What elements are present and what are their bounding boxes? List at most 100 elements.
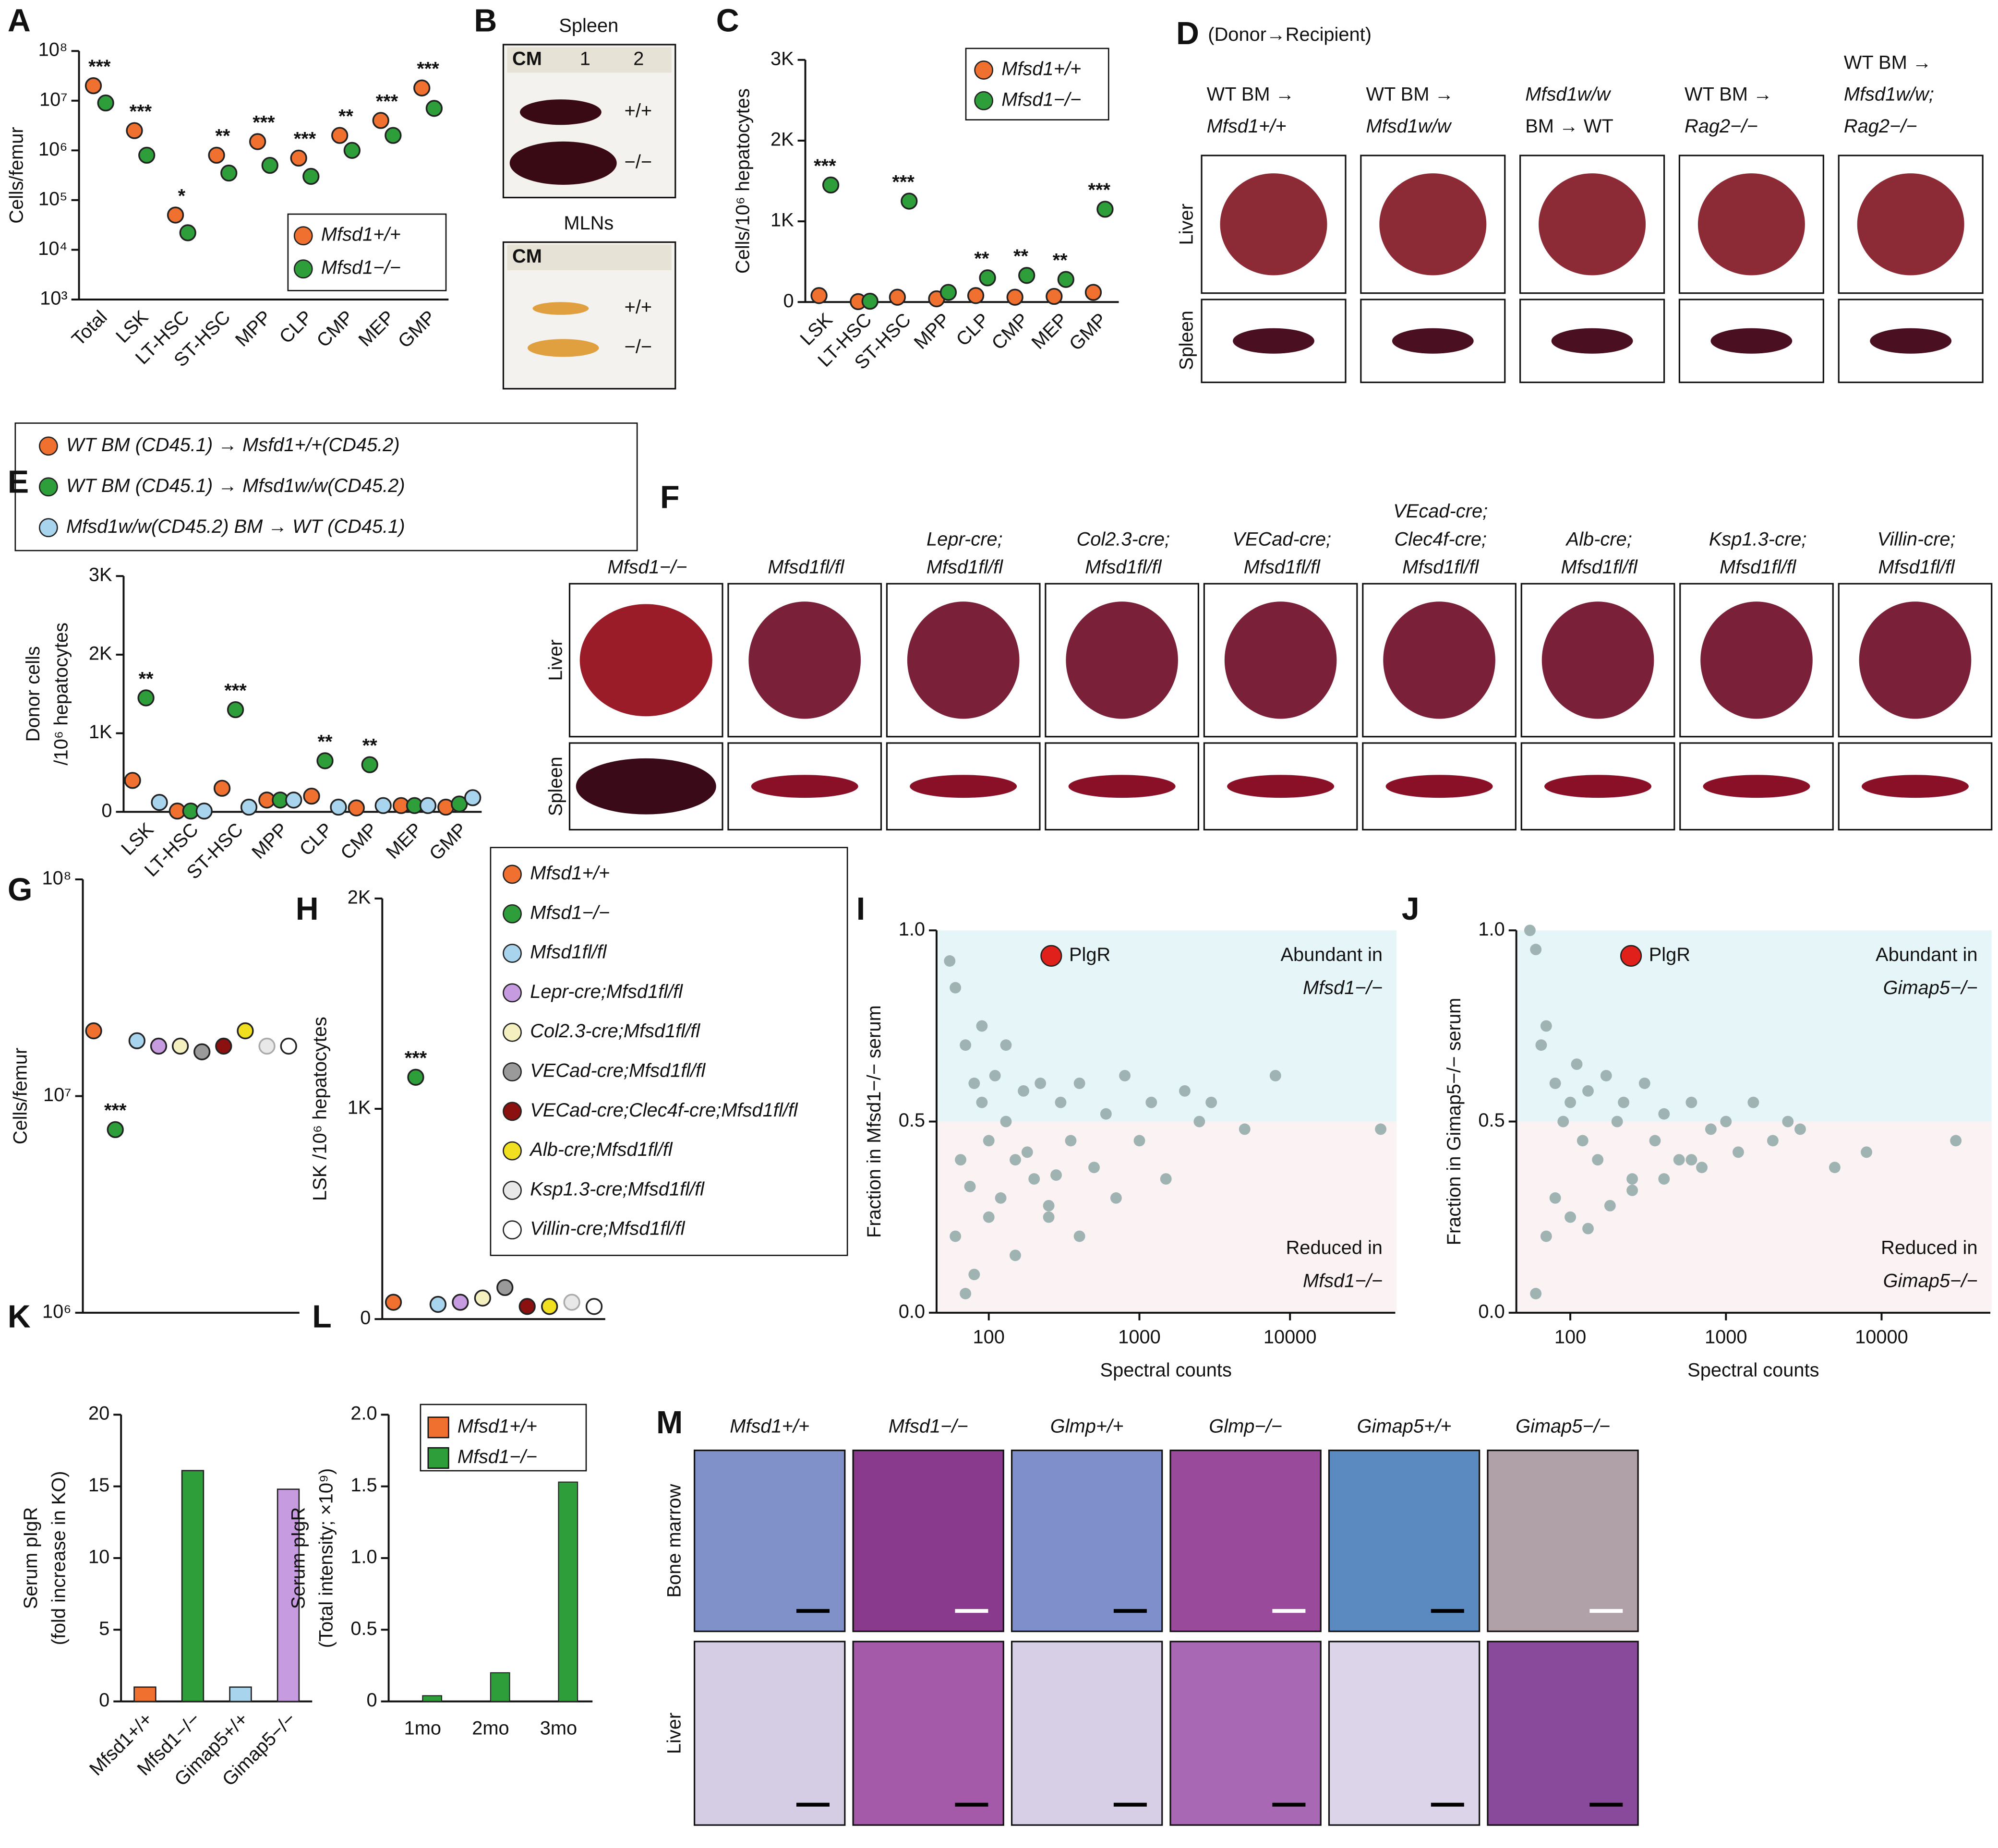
data-point — [215, 1037, 232, 1055]
panel-label: K — [8, 1299, 31, 1335]
significance: ** — [338, 106, 353, 127]
data-point — [240, 798, 258, 816]
legend-label: Ksp1.3-cre;Mfsd1fl/fl — [530, 1178, 705, 1200]
data-point — [1600, 1070, 1612, 1081]
x-tick-label: 10000 — [1264, 1326, 1317, 1347]
data-point — [1000, 1116, 1012, 1128]
organ — [1383, 601, 1495, 719]
x-tick-label: MEP — [1027, 309, 1071, 353]
organ — [1870, 328, 1952, 354]
data-point — [1649, 1135, 1661, 1147]
x-tick-label: CLP — [276, 307, 317, 348]
y-tick-label: 0.5 — [899, 1110, 925, 1131]
legend-marker — [38, 518, 58, 538]
heading: Spleen — [559, 15, 618, 36]
data-point — [195, 803, 213, 820]
data-point — [1861, 1146, 1872, 1158]
data-point — [280, 1037, 297, 1055]
column-label: Gimap5−/− — [1516, 1416, 1610, 1437]
data-point — [1239, 1123, 1251, 1135]
data-point — [1065, 1135, 1077, 1147]
data-point — [976, 1020, 988, 1032]
organ — [1859, 601, 1972, 719]
data-point — [983, 1135, 995, 1147]
column-label: WT BM → — [1366, 84, 1454, 105]
y-tick-label: 2K — [770, 129, 794, 150]
data-point — [1782, 1116, 1794, 1128]
x-tick-label: CMP — [337, 819, 382, 864]
data-point — [1565, 1096, 1577, 1108]
organ — [910, 775, 1017, 798]
x-tick-label: CLP — [296, 819, 337, 860]
y-tick-label: 10⁴ — [38, 238, 67, 259]
panel-label: G — [8, 872, 33, 908]
data-point — [1133, 1135, 1145, 1147]
data-point — [1571, 1058, 1583, 1070]
y-axis-label: Serum pIgR — [288, 1507, 309, 1609]
annotation: Reduced in — [1286, 1237, 1383, 1259]
significance: *** — [130, 101, 152, 122]
y-tick-label: 15 — [88, 1475, 109, 1496]
data-point — [451, 795, 468, 813]
legend-label: Mfsd1−/− — [530, 902, 610, 923]
data-point — [1577, 1135, 1589, 1147]
data-point — [220, 164, 238, 182]
bar — [133, 1686, 156, 1702]
legend-label: Mfsd1−/− — [321, 257, 401, 278]
column-label: Mfsd1fl/fl — [1244, 557, 1321, 578]
data-point — [1685, 1154, 1697, 1166]
annotation: Mfsd1−/− — [1303, 977, 1383, 998]
data-point — [944, 955, 956, 967]
significance: *** — [224, 680, 247, 701]
data-point — [249, 133, 266, 150]
data-point — [960, 1039, 972, 1051]
ruler-label: 2 — [633, 48, 644, 69]
data-point — [208, 146, 225, 164]
column-label: Glmp−/− — [1209, 1416, 1282, 1437]
data-point — [518, 1298, 536, 1315]
photo-frame — [1011, 1449, 1163, 1632]
data-point — [167, 206, 184, 224]
data-point — [585, 1298, 603, 1315]
data-point — [939, 284, 957, 301]
legend-label: Mfsd1−/− — [457, 1446, 537, 1467]
photo-frame — [1169, 1449, 1322, 1632]
data-point — [1582, 1223, 1594, 1235]
data-point — [1582, 1085, 1594, 1097]
legend-swatch — [427, 1416, 449, 1439]
column-label: Gimap5+/+ — [1357, 1416, 1452, 1437]
row-label: Spleen — [545, 756, 566, 816]
genotype: −/− — [625, 151, 652, 172]
data-point — [1604, 1200, 1616, 1212]
annotation: Abundant in — [1876, 944, 1977, 965]
row-label: Bone marrow — [663, 1484, 685, 1597]
x-tick-label: 1mo — [404, 1718, 441, 1739]
y-axis-label: Fraction in Gimap5−/− serum — [1444, 998, 1465, 1246]
x-tick-label: 3mo — [540, 1718, 577, 1739]
data-point — [1565, 1211, 1577, 1223]
data-point — [452, 1294, 469, 1311]
x-tick-label: 1000 — [1118, 1326, 1161, 1347]
organ — [1224, 601, 1337, 719]
significance: ** — [974, 248, 989, 269]
y-tick-label: 1K — [770, 210, 794, 231]
annotation: Gimap5−/− — [1883, 1271, 1978, 1292]
column-label: Mfsd1fl/fl — [1561, 557, 1638, 578]
y-tick-label: 0 — [360, 1308, 371, 1329]
column-label: Ksp1.3-cre; — [1709, 528, 1807, 550]
data-point — [179, 224, 196, 241]
ruler-label: 1 — [580, 48, 590, 69]
legend-label: Mfsd1+/+ — [457, 1416, 537, 1437]
legend-marker — [503, 983, 522, 1003]
y-tick-label: 20 — [88, 1403, 109, 1424]
panel-label: A — [8, 3, 31, 38]
data-point — [1557, 1116, 1569, 1128]
legend-marker — [293, 226, 313, 246]
row-label: Spleen — [1176, 311, 1197, 370]
y-axis-label: Cells/10⁶ hepatocytes — [733, 88, 754, 274]
significance: ** — [139, 668, 154, 689]
data-point — [316, 752, 334, 769]
data-point — [1705, 1123, 1717, 1135]
column-label: WT BM → — [1685, 84, 1772, 105]
data-point — [1050, 1169, 1062, 1181]
